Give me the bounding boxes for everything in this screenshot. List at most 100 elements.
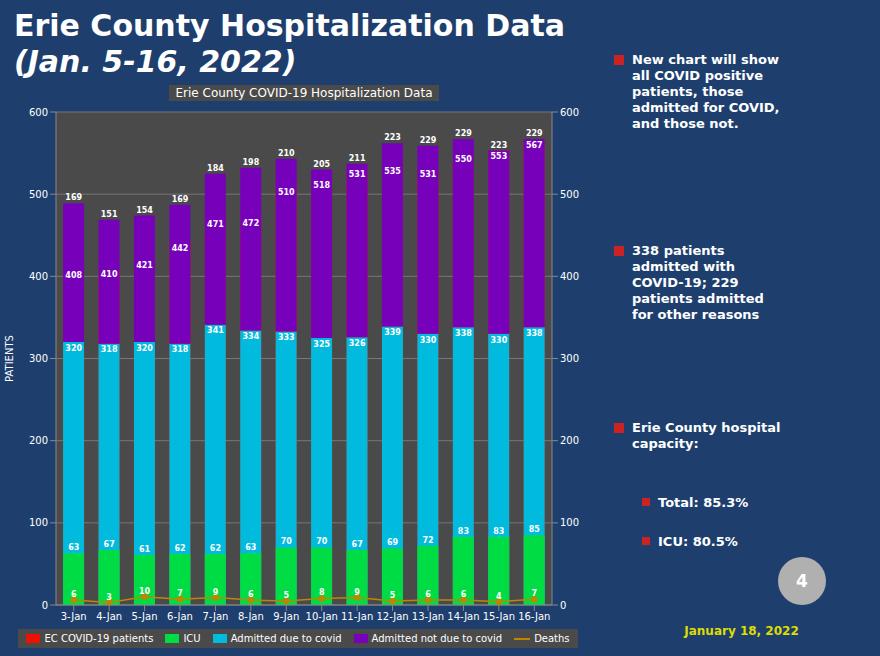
svg-text:6: 6 xyxy=(461,590,467,599)
svg-text:100: 100 xyxy=(560,517,579,528)
svg-text:6: 6 xyxy=(248,590,254,599)
svg-text:6: 6 xyxy=(425,590,431,599)
svg-text:223: 223 xyxy=(384,133,401,142)
svg-text:7-Jan: 7-Jan xyxy=(202,611,228,622)
svg-text:62: 62 xyxy=(174,544,185,553)
svg-text:198: 198 xyxy=(243,158,260,167)
svg-text:229: 229 xyxy=(420,136,437,145)
svg-text:0: 0 xyxy=(560,600,566,611)
svg-text:15-Jan: 15-Jan xyxy=(483,611,515,622)
svg-text:184: 184 xyxy=(207,164,224,173)
svg-text:169: 169 xyxy=(65,193,82,202)
svg-text:83: 83 xyxy=(458,527,469,536)
svg-text:6-Jan: 6-Jan xyxy=(167,611,193,622)
svg-text:553: 553 xyxy=(491,152,508,161)
svg-text:6: 6 xyxy=(71,590,77,599)
svg-text:421: 421 xyxy=(136,261,153,270)
svg-text:410: 410 xyxy=(101,270,118,279)
svg-text:62: 62 xyxy=(210,544,221,553)
svg-text:5-Jan: 5-Jan xyxy=(132,611,158,622)
svg-text:550: 550 xyxy=(455,155,472,164)
svg-text:210: 210 xyxy=(278,149,295,158)
svg-text:63: 63 xyxy=(245,543,256,552)
svg-text:333: 333 xyxy=(278,333,295,342)
svg-text:320: 320 xyxy=(65,344,82,353)
svg-text:400: 400 xyxy=(29,271,48,282)
svg-text:8-Jan: 8-Jan xyxy=(238,611,264,622)
svg-text:600: 600 xyxy=(29,107,48,118)
svg-text:169: 169 xyxy=(172,195,189,204)
svg-text:83: 83 xyxy=(493,527,504,536)
svg-text:10-Jan: 10-Jan xyxy=(306,611,338,622)
svg-text:472: 472 xyxy=(243,219,260,228)
svg-text:531: 531 xyxy=(420,170,437,179)
svg-text:72: 72 xyxy=(422,536,433,545)
svg-text:535: 535 xyxy=(384,167,401,176)
svg-text:442: 442 xyxy=(172,244,189,253)
svg-text:9: 9 xyxy=(213,588,219,597)
svg-text:318: 318 xyxy=(172,345,189,354)
svg-text:11-Jan: 11-Jan xyxy=(341,611,373,622)
svg-text:600: 600 xyxy=(560,107,579,118)
svg-text:7: 7 xyxy=(531,589,537,598)
svg-text:4: 4 xyxy=(496,592,502,601)
svg-text:85: 85 xyxy=(529,525,541,534)
svg-text:9-Jan: 9-Jan xyxy=(273,611,299,622)
svg-text:320: 320 xyxy=(136,344,153,353)
svg-text:67: 67 xyxy=(352,540,363,549)
svg-text:300: 300 xyxy=(29,353,48,364)
svg-text:205: 205 xyxy=(313,160,330,169)
svg-text:318: 318 xyxy=(101,345,118,354)
svg-text:13-Jan: 13-Jan xyxy=(412,611,444,622)
svg-text:16-Jan: 16-Jan xyxy=(518,611,550,622)
svg-text:400: 400 xyxy=(560,271,579,282)
svg-text:12-Jan: 12-Jan xyxy=(376,611,408,622)
svg-text:5: 5 xyxy=(390,591,396,600)
svg-text:334: 334 xyxy=(243,332,260,341)
svg-text:223: 223 xyxy=(491,141,508,150)
svg-text:330: 330 xyxy=(420,336,437,345)
svg-text:330: 330 xyxy=(491,336,508,345)
svg-text:326: 326 xyxy=(349,339,366,348)
svg-text:211: 211 xyxy=(349,154,366,163)
svg-text:5: 5 xyxy=(283,591,289,600)
html-text:New chart will show all COVID: New chart will show all COVID positive p… xyxy=(632,52,780,131)
svg-text:338: 338 xyxy=(526,329,543,338)
svg-text:154: 154 xyxy=(136,206,153,215)
svg-text:341: 341 xyxy=(207,326,224,335)
svg-text:339: 339 xyxy=(384,328,401,337)
svg-text:100: 100 xyxy=(29,517,48,528)
svg-text:0: 0 xyxy=(42,600,48,611)
svg-text:9: 9 xyxy=(354,588,360,597)
svg-text:229: 229 xyxy=(455,129,472,138)
svg-text:338: 338 xyxy=(455,329,472,338)
svg-text:63: 63 xyxy=(68,543,79,552)
svg-text:151: 151 xyxy=(101,210,118,219)
svg-text:3-Jan: 3-Jan xyxy=(61,611,87,622)
svg-text:PATIENTS: PATIENTS xyxy=(8,335,15,382)
svg-text:67: 67 xyxy=(104,540,115,549)
svg-text:4-Jan: 4-Jan xyxy=(96,611,122,622)
svg-text:200: 200 xyxy=(29,435,48,446)
svg-text:300: 300 xyxy=(560,353,579,364)
svg-text:471: 471 xyxy=(207,220,224,229)
svg-text:14-Jan: 14-Jan xyxy=(447,611,479,622)
svg-text:500: 500 xyxy=(29,189,48,200)
svg-text:200: 200 xyxy=(560,435,579,446)
svg-text:69: 69 xyxy=(387,538,399,547)
svg-text:7: 7 xyxy=(177,589,183,598)
svg-text:531: 531 xyxy=(349,170,366,179)
svg-text:229: 229 xyxy=(526,129,543,138)
svg-text:325: 325 xyxy=(313,340,330,349)
svg-text:408: 408 xyxy=(65,271,82,280)
svg-text:8: 8 xyxy=(319,588,325,597)
svg-text:510: 510 xyxy=(278,188,295,197)
svg-text:567: 567 xyxy=(526,141,543,150)
svg-text:10: 10 xyxy=(139,587,151,596)
svg-text:61: 61 xyxy=(139,545,151,554)
svg-text:70: 70 xyxy=(281,537,293,546)
svg-text:3: 3 xyxy=(106,593,112,602)
svg-text:70: 70 xyxy=(316,537,328,546)
svg-text:518: 518 xyxy=(313,181,330,190)
svg-text:500: 500 xyxy=(560,189,579,200)
